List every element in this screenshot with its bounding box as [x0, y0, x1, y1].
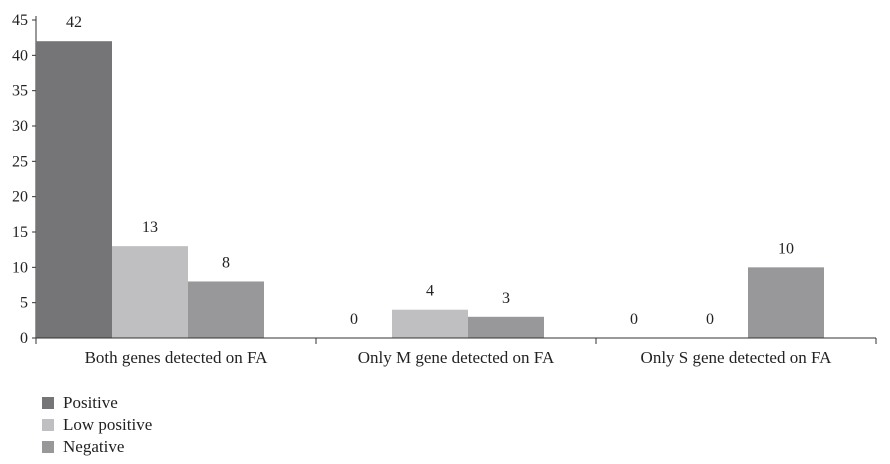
- x-category-label: Only S gene detected on FA: [641, 348, 833, 367]
- legend-swatch-low-positive: [42, 419, 54, 431]
- data-label: 42: [66, 14, 82, 31]
- legend-item-negative: Negative: [42, 436, 152, 458]
- y-tick-label: 30: [12, 118, 28, 135]
- y-tick-label: 5: [20, 295, 28, 312]
- y-axis: 0 5 10 15 20 25 30 35 40 45: [12, 12, 37, 347]
- bars-group: [36, 41, 824, 338]
- y-tick-label: 45: [12, 12, 28, 29]
- data-label: 3: [502, 290, 510, 307]
- legend-label-positive: Positive: [63, 393, 118, 412]
- x-category-label: Only M gene detected on FA: [358, 348, 555, 367]
- bar-negative: [188, 281, 264, 338]
- y-tick-label: 10: [12, 259, 28, 276]
- data-label: 4: [426, 283, 434, 300]
- x-category-label: Both genes detected on FA: [85, 348, 269, 367]
- y-tick-label: 15: [12, 224, 28, 241]
- bar-positive: [36, 41, 112, 338]
- x-axis: Both genes detected on FA Only M gene det…: [35, 337, 877, 367]
- bar-negative: [748, 267, 824, 338]
- data-label: 10: [778, 240, 794, 257]
- bar-low-positive: [112, 246, 188, 338]
- bar-low-positive: [392, 309, 468, 338]
- data-label: 8: [222, 254, 230, 271]
- y-tick-label: 25: [12, 153, 28, 170]
- legend: Positive Low positive Negative: [42, 392, 152, 458]
- legend-swatch-negative: [42, 441, 54, 453]
- data-label: 0: [630, 311, 638, 328]
- legend-item-positive: Positive: [42, 392, 152, 414]
- data-label: 0: [350, 311, 358, 328]
- legend-label-low-positive: Low positive: [63, 415, 153, 434]
- y-tick-label: 35: [12, 83, 28, 100]
- y-tick-label: 40: [12, 47, 28, 64]
- y-tick-label: 0: [20, 330, 28, 347]
- bar-negative: [468, 316, 544, 338]
- data-labels-group: 42 0 0 13 4 0 8 3 10: [66, 14, 794, 328]
- legend-item-low-positive: Low positive: [42, 414, 152, 436]
- data-label: 0: [706, 311, 714, 328]
- legend-label-negative: Negative: [63, 437, 125, 456]
- data-label: 13: [142, 219, 158, 236]
- y-tick-label: 20: [12, 189, 28, 206]
- legend-swatch-positive: [42, 397, 54, 409]
